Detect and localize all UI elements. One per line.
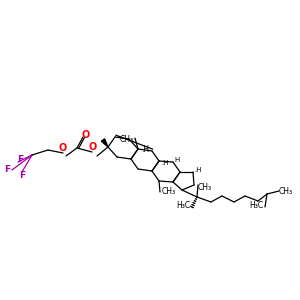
Text: H₃C: H₃C [249, 202, 263, 211]
Text: H: H [174, 157, 179, 163]
Text: F: F [19, 172, 25, 181]
Text: F: F [4, 166, 10, 175]
Text: O: O [59, 143, 67, 153]
Polygon shape [101, 139, 108, 147]
Text: H₃C: H₃C [176, 202, 190, 211]
Text: .H: .H [141, 146, 149, 154]
Text: CH₃: CH₃ [198, 184, 212, 193]
Text: CH₃: CH₃ [279, 187, 293, 196]
Text: .H: .H [161, 160, 169, 166]
Text: CH₃: CH₃ [120, 134, 134, 143]
Text: .H: .H [194, 167, 202, 173]
Text: O: O [82, 130, 90, 140]
Text: CH₃: CH₃ [162, 187, 176, 196]
Text: F: F [17, 154, 23, 164]
Text: O: O [89, 142, 97, 152]
